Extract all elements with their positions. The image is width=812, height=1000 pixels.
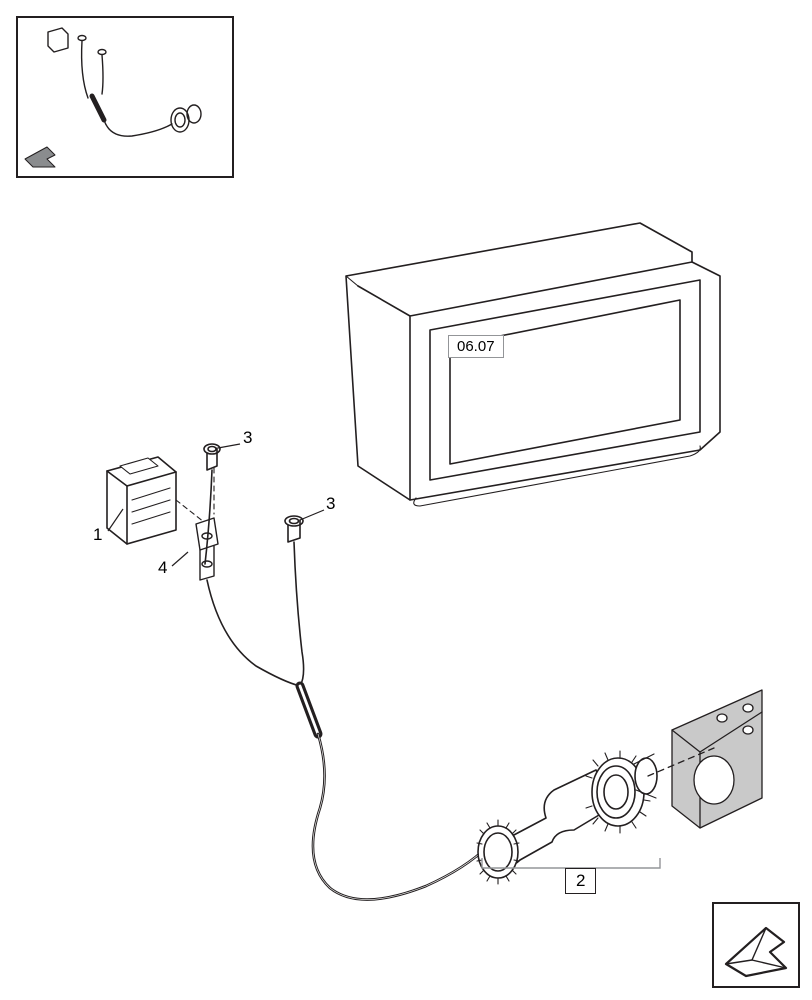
cable-harness: [196, 444, 488, 900]
fuse-box: [107, 457, 214, 544]
callout-4: 4: [158, 558, 167, 578]
screen-device: [346, 223, 720, 506]
diagram-canvas: 06.07 1 3 3 4 2: [0, 0, 812, 1000]
callout-3a-text: 3: [243, 428, 252, 447]
callout-1-text: 1: [93, 525, 102, 544]
callout-1: 1: [93, 525, 102, 545]
callout-4-text: 4: [158, 558, 167, 577]
callout-ref-text: 06.07: [457, 338, 495, 355]
callout-3a: 3: [243, 428, 252, 448]
inset-top-left: [16, 16, 234, 178]
mount-bracket: [648, 690, 762, 828]
callout-ref-0607: 06.07: [448, 335, 504, 358]
callout-2: 2: [565, 868, 596, 894]
connector-plug: [477, 751, 657, 884]
callout-3b: 3: [326, 494, 335, 514]
ring-terminal-a: [204, 444, 220, 470]
callout-3b-text: 3: [326, 494, 335, 513]
callout-2-text: 2: [576, 871, 585, 890]
inset-bottom-right: [712, 902, 800, 988]
